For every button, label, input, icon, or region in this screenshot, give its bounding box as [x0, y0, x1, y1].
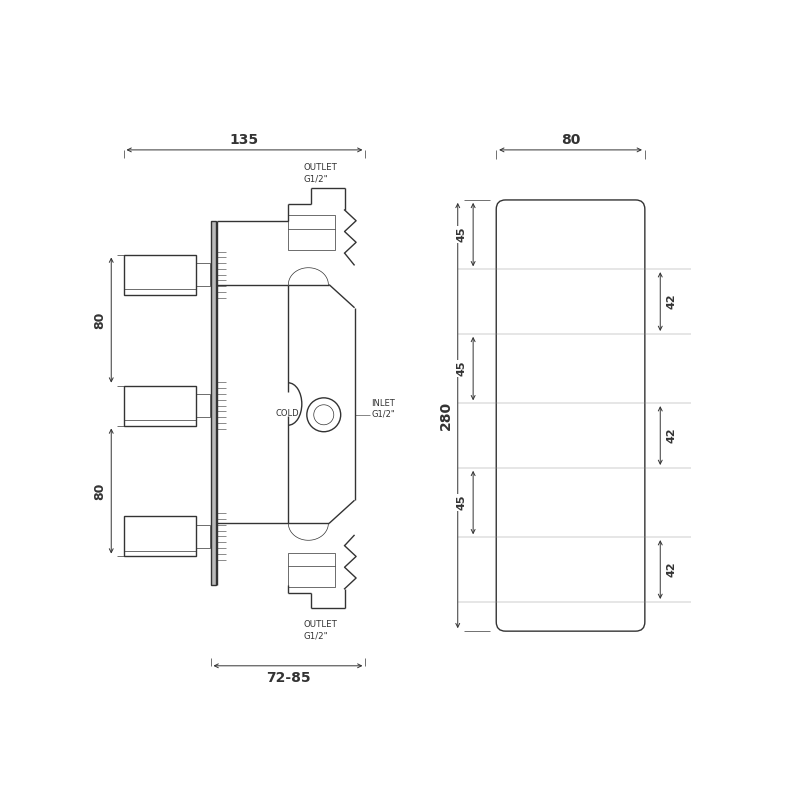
Text: 45: 45: [457, 495, 466, 510]
Bar: [532, 538, 609, 602]
Text: 42: 42: [667, 562, 677, 578]
Text: 42: 42: [667, 294, 677, 310]
Bar: [196, 525, 210, 548]
Text: 80: 80: [561, 133, 580, 147]
Text: 45: 45: [457, 227, 466, 242]
Bar: [288, 553, 334, 587]
Bar: [536, 407, 605, 464]
Bar: [123, 517, 196, 557]
Bar: [532, 403, 609, 468]
Text: OUTLET
G1/2": OUTLET G1/2": [304, 620, 338, 641]
Text: 80: 80: [93, 311, 106, 329]
Text: 72-85: 72-85: [266, 671, 310, 685]
Text: 45: 45: [457, 361, 466, 376]
Bar: [536, 541, 605, 598]
Text: 135: 135: [230, 133, 259, 147]
Bar: [288, 215, 334, 250]
Bar: [196, 263, 210, 286]
FancyBboxPatch shape: [496, 200, 645, 631]
Text: 280: 280: [439, 401, 453, 430]
Bar: [123, 254, 196, 294]
Bar: [532, 270, 609, 334]
Text: 42: 42: [667, 428, 677, 443]
Text: OUTLET
G1/2": OUTLET G1/2": [304, 163, 338, 183]
Bar: [196, 394, 210, 417]
Text: 80: 80: [93, 482, 106, 500]
Bar: [123, 386, 196, 426]
Text: COLD: COLD: [275, 409, 299, 418]
Bar: [536, 273, 605, 330]
Text: INLET
G1/2": INLET G1/2": [371, 399, 395, 418]
Bar: [210, 221, 216, 585]
